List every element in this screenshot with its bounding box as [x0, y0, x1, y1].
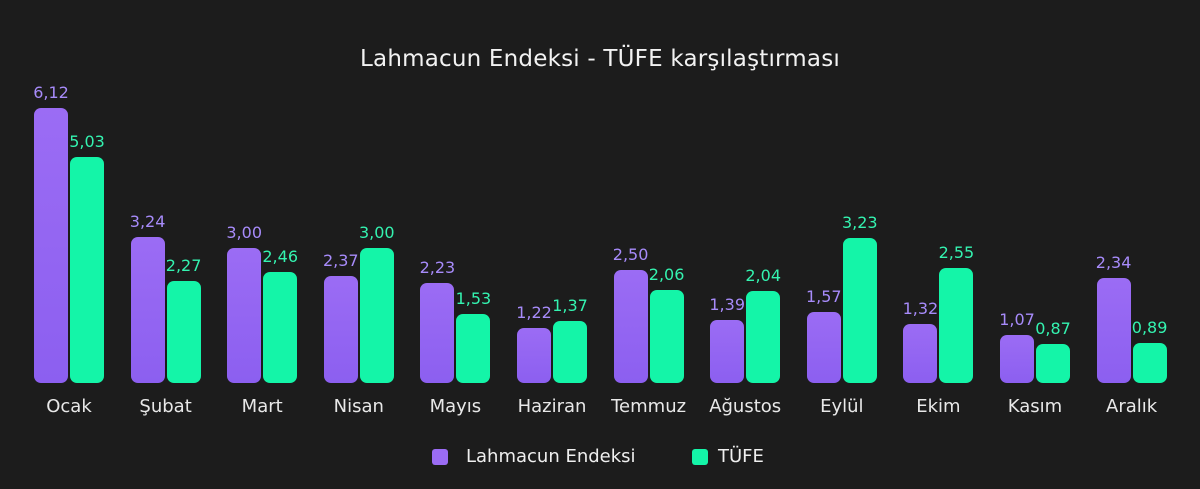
bar-tufe[interactable] [1132, 343, 1167, 383]
data-label: 1,39 [709, 295, 745, 314]
legend: Lahmacun Endeksi TÜFE [0, 446, 1200, 472]
data-label: 3,00 [358, 223, 395, 242]
data-label: 2,55 [938, 243, 975, 262]
data-label: 6,12 [33, 83, 69, 102]
x-tick-label: Eylül [820, 396, 864, 417]
x-tick-label: Ekim [916, 396, 961, 417]
bar-lahmacun[interactable] [1000, 335, 1034, 383]
legend-label: Lahmacun Endeksi [466, 446, 636, 467]
bar-lahmacun[interactable] [323, 276, 358, 383]
data-label: 3,00 [226, 223, 262, 242]
bar-lahmacun[interactable] [1096, 278, 1131, 383]
bar-lahmacun[interactable] [806, 312, 841, 383]
bar-tufe[interactable] [456, 314, 491, 383]
bar-tufe[interactable] [553, 321, 587, 383]
bar-tufe[interactable] [359, 248, 394, 383]
bar-lahmacun[interactable] [130, 237, 165, 383]
bar-tufe[interactable] [842, 238, 877, 383]
data-label: 2,27 [165, 256, 202, 275]
data-label: 2,23 [419, 258, 456, 277]
x-tick-label: Ocak [46, 396, 92, 417]
bar-lahmacun[interactable] [34, 108, 68, 383]
data-label: 2,06 [648, 265, 685, 284]
data-label: 5,03 [69, 132, 105, 151]
data-label: 2,46 [262, 247, 298, 266]
data-label: 2,37 [322, 251, 359, 270]
x-tick-label: Haziran [517, 396, 587, 417]
legend-label: TÜFE [718, 446, 764, 467]
x-tick-label: Kasım [1007, 396, 1063, 417]
x-tick-label: Aralık [1106, 396, 1158, 417]
bar-lahmacun[interactable] [420, 283, 455, 383]
data-label: 1,32 [902, 299, 939, 318]
bar-tufe[interactable] [263, 272, 298, 383]
x-tick-label: Nisan [333, 396, 384, 417]
x-tick-label: Mayıs [429, 396, 482, 417]
legend-item-lahmacun[interactable]: Lahmacun Endeksi [432, 446, 636, 467]
bar-tufe[interactable] [649, 290, 684, 383]
bar-lahmacun[interactable] [710, 320, 745, 383]
bar-lahmacun[interactable] [517, 328, 551, 383]
bar-tufe[interactable] [1036, 344, 1070, 383]
data-label: 1,37 [552, 296, 588, 315]
data-label: 3,24 [129, 212, 166, 231]
x-tick-label: Mart [241, 396, 283, 417]
bar-lahmacun[interactable] [613, 270, 648, 383]
bar-lahmacun[interactable] [903, 324, 938, 383]
data-label: 1,53 [455, 289, 492, 308]
data-label: 2,04 [745, 266, 781, 285]
data-label: 0,87 [1035, 319, 1071, 338]
data-label: 1,57 [805, 287, 842, 306]
data-label: 2,50 [612, 245, 649, 264]
data-label: 3,23 [841, 213, 878, 232]
x-tick-label: Temmuz [611, 396, 687, 417]
legend-swatch-green-icon [692, 448, 708, 465]
chart-title: Lahmacun Endeksi - TÜFE karşılaştırması [360, 46, 840, 72]
bar-lahmacun[interactable] [227, 248, 262, 383]
legend-swatch-purple-icon [432, 448, 448, 465]
bar-tufe[interactable] [746, 291, 781, 383]
data-label: 1,07 [999, 310, 1035, 329]
data-label: 0,89 [1131, 318, 1168, 337]
data-label: 1,22 [516, 303, 552, 322]
bar-tufe[interactable] [70, 157, 104, 383]
x-tick-label: Ağustos [709, 396, 782, 417]
bar-tufe[interactable] [166, 281, 201, 383]
x-tick-label: Şubat [139, 396, 192, 417]
data-label: 2,34 [1095, 253, 1132, 272]
legend-item-tufe[interactable]: TÜFE [692, 446, 764, 467]
bar-tufe[interactable] [939, 268, 974, 383]
